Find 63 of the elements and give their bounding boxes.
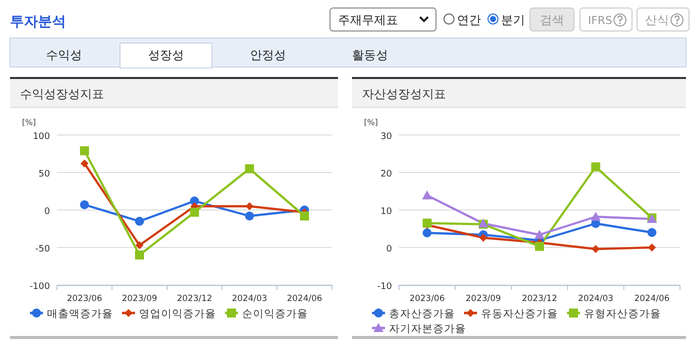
point <box>535 242 544 251</box>
text: 안정성 <box>250 48 286 62</box>
text: IFRS <box>588 14 612 27</box>
y-tick-label: 100 <box>32 132 50 142</box>
text: 산식 <box>645 13 669 27</box>
x-tick-label: 2023/06 <box>66 294 102 304</box>
y-tick-label: -100 <box>30 282 50 292</box>
legend-label: 영업이익증가율 <box>139 308 216 320</box>
text: 성장성 <box>148 48 184 62</box>
x-tick-label: 2023/12 <box>176 294 212 304</box>
x-tick-label: 2024/06 <box>286 294 322 304</box>
point <box>647 228 656 237</box>
y-tick-label: 10 <box>380 207 392 217</box>
text: 주재무제표 <box>338 13 398 27</box>
point <box>190 208 199 217</box>
x-tick-label: 2023/09 <box>466 294 501 304</box>
legend-label: 매출액증가율 <box>47 308 113 320</box>
point <box>80 200 89 210</box>
point <box>591 162 600 172</box>
point <box>592 245 600 253</box>
chart-title: 자산성장성지표 <box>362 87 446 101</box>
point <box>245 212 254 220</box>
y-tick-label: 30 <box>380 132 392 142</box>
point <box>135 216 144 226</box>
text: 투자분석 <box>10 14 66 30</box>
point <box>80 146 89 156</box>
point <box>136 241 144 250</box>
point <box>135 250 144 260</box>
point <box>245 164 254 174</box>
x-tick-label: 2024/03 <box>232 294 268 304</box>
point <box>246 202 254 210</box>
point <box>422 218 432 228</box>
x-tick-label: 2023/12 <box>522 294 558 304</box>
legend-label: 유동자산증가율 <box>481 308 558 320</box>
point <box>534 230 544 239</box>
text: 연간 <box>457 13 481 27</box>
legend-label: 자기자본증가율 <box>389 323 466 335</box>
chart-title: 수익성장성지표 <box>20 87 104 101</box>
x-tick-label: 2024/06 <box>634 294 670 304</box>
y-tick-label: 50 <box>38 170 50 180</box>
legend-label: 총자산증가율 <box>389 308 455 320</box>
point <box>479 234 488 242</box>
y-tick-label: 0 <box>386 244 392 254</box>
text: 수익성 <box>46 48 82 62</box>
point <box>422 190 432 200</box>
text: 검색 <box>540 13 564 27</box>
point <box>422 228 432 238</box>
y-tick-label: -10 <box>377 282 392 292</box>
x-tick-label: 2023/09 <box>122 294 158 304</box>
y-tick-label: 0 <box>44 207 50 217</box>
legend-label: 순이익증가율 <box>242 308 308 320</box>
y-tick-label: -50 <box>35 244 50 254</box>
point <box>80 160 88 168</box>
y-axis-title: [%] <box>22 118 36 127</box>
text: 분기 <box>501 13 525 27</box>
point <box>590 212 601 221</box>
x-tick-label: 2023/06 <box>409 294 445 304</box>
text: 활동성 <box>352 48 388 62</box>
x-tick-label: 2024/03 <box>578 294 614 304</box>
point <box>300 212 309 220</box>
y-axis-title: [%] <box>364 118 378 127</box>
y-tick-label: 20 <box>380 170 392 180</box>
legend-label: 유형자산증가율 <box>584 308 661 320</box>
